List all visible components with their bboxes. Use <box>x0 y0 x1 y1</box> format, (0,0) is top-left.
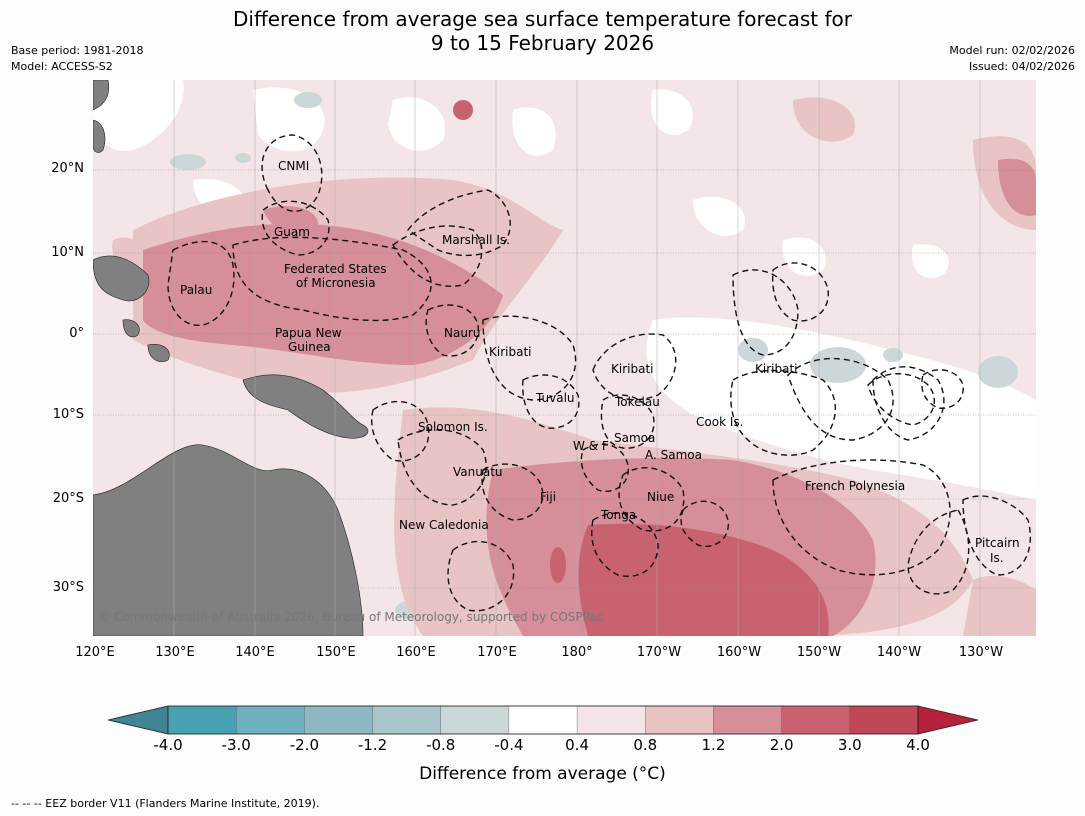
colorbar-tick-label: 2.0 <box>769 736 794 754</box>
model-name: Model: ACCESS-S2 <box>11 60 113 73</box>
colorbar-cell <box>508 705 578 735</box>
label-png-2: Guinea <box>288 340 331 354</box>
graticule <box>93 169 1036 589</box>
sst-anomaly-map: CNMI Guam Marshall Is. Federated States … <box>93 80 1036 636</box>
colorbar-tick-label: -1.2 <box>357 736 388 754</box>
colorbar-tick-label: 0.4 <box>565 736 589 754</box>
lon-label-120e: 120°E <box>75 645 115 660</box>
label-tokelau: Tokelau <box>615 395 660 409</box>
colorbar-cell <box>849 705 919 735</box>
map-canvas <box>93 80 1036 636</box>
lon-label-130w: 130°W <box>958 645 1004 660</box>
label-cook-islands: Cook Is. <box>696 415 744 429</box>
colorbar-extend-low <box>108 705 169 735</box>
title-line-1: Difference from average sea surface temp… <box>232 7 852 31</box>
label-wallis-futuna: W & F <box>573 439 609 453</box>
label-tuvalu: Tuvalu <box>536 391 575 405</box>
label-pitcairn-1: Pitcairn <box>975 536 1020 550</box>
colorbar-cell <box>576 705 646 735</box>
lon-label-130e: 130°E <box>155 645 195 660</box>
colorbar-cell <box>372 705 442 735</box>
lat-label-20s: 20°S <box>52 491 84 506</box>
colorbar-tick-label: -0.4 <box>494 736 524 754</box>
lat-label-10s: 10°S <box>52 407 84 422</box>
label-kiribati-west: Kiribati <box>489 345 532 359</box>
label-guam: Guam <box>274 225 310 239</box>
colorbar-tick-label: 1.2 <box>701 736 726 754</box>
colorbar-tick-label: 3.0 <box>837 736 862 754</box>
colorbar-cell <box>167 705 237 735</box>
colorbar <box>108 705 978 735</box>
lat-label-10n: 10°N <box>51 245 84 260</box>
colorbar-tick-label: -4.0 <box>153 736 183 754</box>
label-french-polynesia: French Polynesia <box>805 479 906 493</box>
colorbar-cell <box>304 705 374 735</box>
label-fsm-2: of Micronesia <box>296 276 376 290</box>
lon-label-140w: 140°W <box>876 645 922 660</box>
colorbar-tick-label: 4.0 <box>906 736 930 754</box>
title-line-2: 9 to 15 February 2026 <box>430 31 655 55</box>
label-marshall-islands: Marshall Is. <box>442 233 510 247</box>
lon-label-160e: 160°E <box>396 645 436 660</box>
label-niue: Niue <box>647 490 675 504</box>
model-run: Model run: 02/02/2026 <box>949 44 1075 57</box>
meridians <box>173 80 981 636</box>
colorbar-label: Difference from average (°C) <box>419 764 666 784</box>
colorbar-cells <box>108 705 978 735</box>
label-png-1: Papua New <box>275 326 342 340</box>
colorbar-cell <box>235 705 306 735</box>
lon-label-150w: 150°W <box>796 645 842 660</box>
label-american-samoa: A. Samoa <box>645 448 702 462</box>
lat-label-20n: 20°N <box>51 161 84 176</box>
colorbar-cell <box>713 705 783 735</box>
colorbar-tick-label: 0.8 <box>633 736 658 754</box>
meta-right: Model run: 02/02/2026 Issued: 04/02/2026 <box>949 43 1075 75</box>
issued-date: Issued: 04/02/2026 <box>968 60 1075 73</box>
label-samoa: Samoa <box>614 431 656 445</box>
lon-label-180: 180° <box>561 645 593 660</box>
label-solomon-islands: Solomon Is. <box>418 420 488 434</box>
label-kiribati-east: Kiribati <box>755 362 798 376</box>
label-fsm-1: Federated States <box>284 262 387 276</box>
colorbar-tick-label: -2.0 <box>289 736 319 754</box>
colorbar-cell <box>781 705 851 735</box>
lat-label-0: 0° <box>69 326 84 341</box>
colorbar-cell <box>440 705 510 735</box>
label-tonga: Tonga <box>601 508 637 522</box>
colorbar-tick-label: -0.8 <box>426 736 456 754</box>
eez-borders <box>167 134 1032 612</box>
lon-label-170w: 170°W <box>636 645 682 660</box>
colorbar-cell <box>645 705 715 735</box>
label-nauru: Nauru <box>444 326 481 340</box>
base-period: Base period: 1981-2018 <box>11 44 144 57</box>
very-strong-warm-anomaly <box>453 100 829 636</box>
label-palau: Palau <box>180 283 213 297</box>
lon-label-160w: 160°W <box>716 645 762 660</box>
lon-label-140e: 140°E <box>235 645 275 660</box>
label-pitcairn-2: Is. <box>990 551 1004 565</box>
label-cnmi: CNMI <box>278 159 310 173</box>
lat-label-30s: 30°S <box>52 580 84 595</box>
meta-left: Base period: 1981-2018 Model: ACCESS-S2 <box>11 43 143 75</box>
copyright-notice: © Commonwealth of Australia 2026, Bureau… <box>98 610 604 624</box>
neutral-patches <box>93 80 1036 500</box>
label-vanuatu: Vanuatu <box>453 465 503 479</box>
colorbar-tick-label: -3.0 <box>221 736 251 754</box>
colorbar-extend-high <box>917 705 978 735</box>
label-kiribati-central: Kiribati <box>611 362 654 376</box>
lon-label-170e: 170°E <box>477 645 517 660</box>
label-fiji: Fiji <box>540 490 557 504</box>
label-new-caledonia: New Caledonia <box>399 518 489 532</box>
eez-footnote: -- -- -- EEZ border V11 (Flanders Marine… <box>11 797 320 810</box>
lon-label-150e: 150°E <box>316 645 356 660</box>
map-title: Difference from average sea surface temp… <box>0 7 1085 55</box>
